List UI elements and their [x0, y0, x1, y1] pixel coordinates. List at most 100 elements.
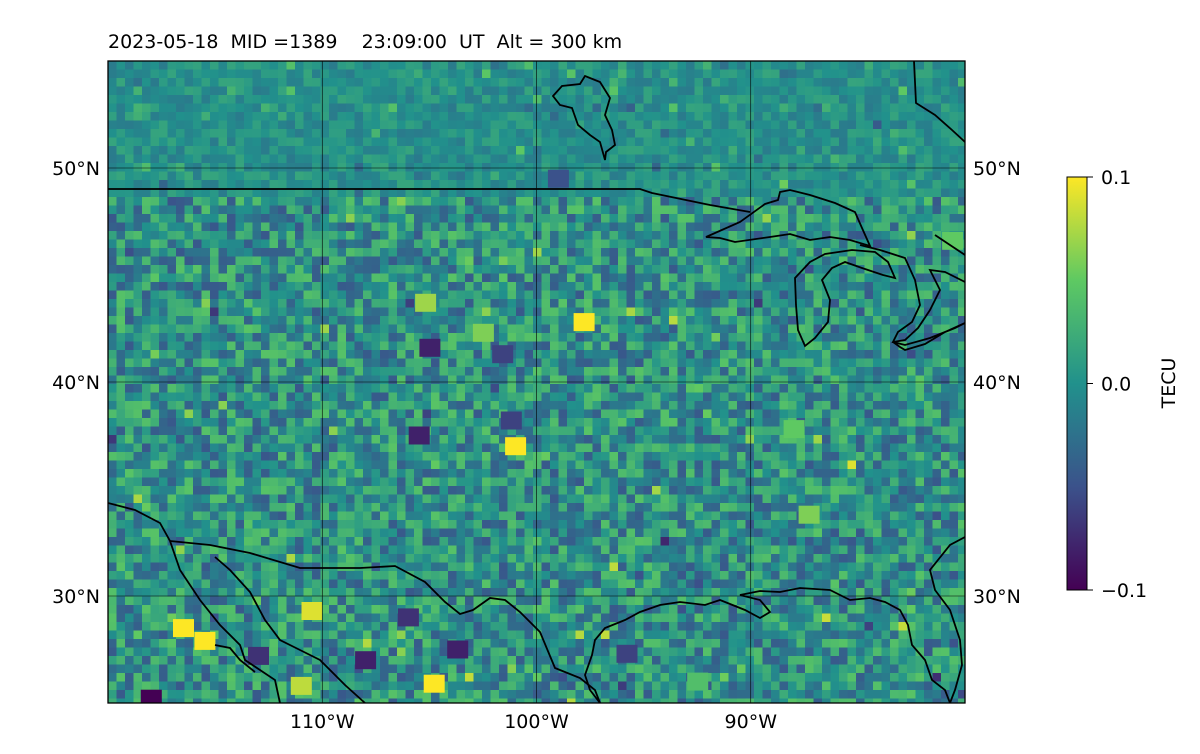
heat-cell: [822, 427, 831, 436]
heat-cell: [814, 265, 823, 274]
heat-cell: [567, 121, 576, 130]
heat-cell: [678, 206, 687, 215]
heat-cell: [414, 367, 423, 376]
heat-cell: [253, 163, 262, 172]
heat-cell: [627, 291, 636, 300]
heat-cell: [457, 418, 466, 427]
heat-cell: [431, 112, 440, 121]
heat-cell: [159, 121, 168, 130]
heat-cell: [780, 112, 789, 121]
heat-cell: [950, 206, 959, 215]
heat-cell: [389, 223, 398, 232]
heat-cell: [848, 359, 857, 368]
heat-cell: [584, 223, 593, 232]
heat-cell: [839, 155, 848, 164]
heat-cell: [958, 291, 967, 300]
heat-cell: [814, 61, 823, 70]
heat-cell: [525, 367, 534, 376]
heat-cell: [542, 206, 551, 215]
heat-cell: [227, 248, 236, 257]
heat-cell: [516, 469, 525, 478]
heat-cell: [202, 282, 211, 291]
heat-cell: [669, 367, 678, 376]
heat-cell: [865, 70, 874, 79]
heat-cell: [202, 223, 211, 232]
heat-cell: [525, 95, 534, 104]
heat-cell: [771, 350, 780, 359]
heat-cell: [380, 384, 389, 393]
heat-cell: [661, 95, 670, 104]
heat-cell: [227, 401, 236, 410]
heat-cell: [814, 367, 823, 376]
heat-cell: [448, 146, 457, 155]
heat-cell: [516, 248, 525, 257]
heat-cell: [440, 265, 449, 274]
heat-cell: [482, 410, 491, 419]
heat-cell: [423, 367, 432, 376]
heat-cell: [185, 112, 194, 121]
heat-cell: [397, 393, 406, 402]
heat-cell: [117, 469, 126, 478]
heat-cell: [584, 452, 593, 461]
heat-cell: [372, 316, 381, 325]
heat-cell: [117, 172, 126, 181]
heat-cell: [576, 61, 585, 70]
heat-cell: [457, 146, 466, 155]
heat-cell: [873, 401, 882, 410]
heat-cell: [295, 393, 304, 402]
heat-cell: [134, 299, 143, 308]
heat-cell: [321, 282, 330, 291]
heat-cell: [448, 342, 457, 351]
heat-cell: [193, 359, 202, 368]
heat-cell: [176, 206, 185, 215]
heat-cell: [278, 274, 287, 283]
heat-cell: [261, 240, 270, 249]
heat-cell: [916, 384, 925, 393]
heat-cell: [567, 155, 576, 164]
heat-cell: [678, 461, 687, 470]
heat-cell: [737, 350, 746, 359]
heat-cell: [678, 172, 687, 181]
heat-cell: [754, 444, 763, 453]
heat-cell: [550, 112, 559, 121]
heat-cell: [635, 274, 644, 283]
heat-cell: [652, 384, 661, 393]
heat-cell: [899, 444, 908, 453]
heat-cell: [151, 384, 160, 393]
heat-cell: [652, 435, 661, 444]
heat-cell: [533, 452, 542, 461]
heat-cell: [754, 197, 763, 206]
heat-cell: [363, 359, 372, 368]
heat-cell: [941, 206, 950, 215]
heat-cell: [210, 214, 219, 223]
heat-cell: [474, 469, 483, 478]
heat-cell: [848, 427, 857, 436]
heat-cell: [822, 435, 831, 444]
heat-cell: [712, 248, 721, 257]
heat-cell: [372, 206, 381, 215]
heat-cell: [559, 359, 568, 368]
heat-cell: [151, 78, 160, 87]
heat-cell: [873, 138, 882, 147]
heat-cell: [304, 435, 313, 444]
heat-cell: [567, 265, 576, 274]
heat-cell: [202, 129, 211, 138]
heat-cell: [627, 155, 636, 164]
heat-cell: [865, 155, 874, 164]
heat-cell: [771, 452, 780, 461]
heat-cell: [916, 70, 925, 79]
heat-cell: [278, 461, 287, 470]
heat-cell: [890, 155, 899, 164]
heat-cell: [635, 180, 644, 189]
heat-cell: [763, 401, 772, 410]
heat-cell: [244, 282, 253, 291]
heat-cell: [355, 112, 364, 121]
heat-cell: [270, 104, 279, 113]
heat-cell: [168, 401, 177, 410]
heat-cell: [754, 214, 763, 223]
heat-cell: [610, 333, 619, 342]
heat-cell: [703, 367, 712, 376]
heat-cell: [924, 410, 933, 419]
heat-cell: [440, 197, 449, 206]
heat-cell: [882, 299, 891, 308]
